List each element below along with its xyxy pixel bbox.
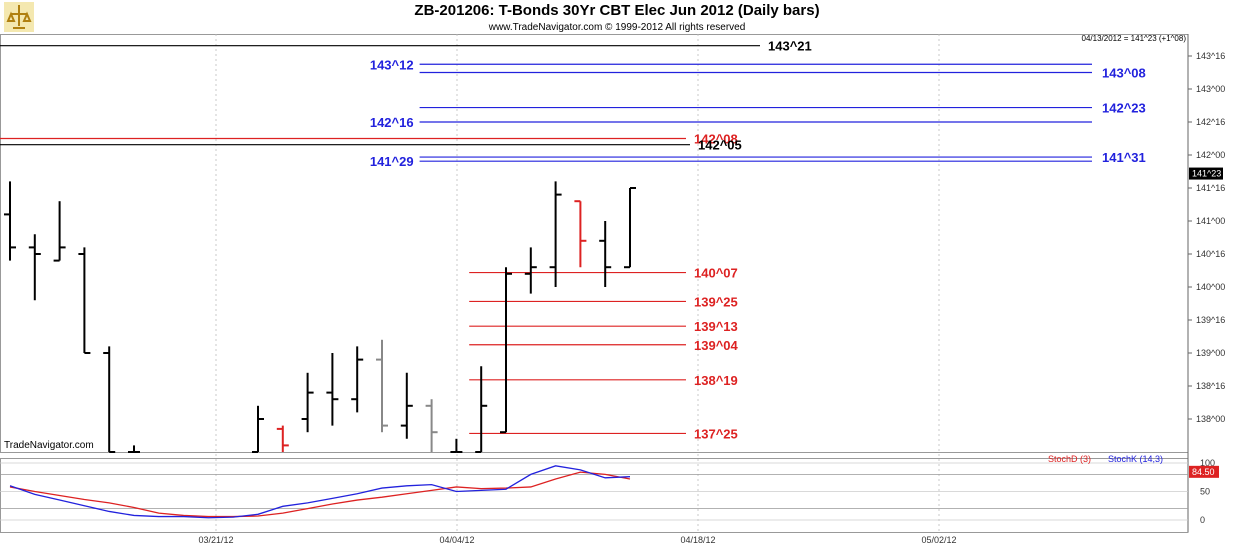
ohlc-bar <box>425 399 438 452</box>
osc-legend-label: StochD (3) <box>1048 454 1091 464</box>
osc-legend-label: StochK (14,3) <box>1108 454 1163 464</box>
ohlc-bar <box>326 353 339 426</box>
level-label-140-07: 140^07 <box>694 266 738 281</box>
ohlc-bar <box>103 346 116 453</box>
ohlc-bar <box>624 187 636 269</box>
price-tick-label: 140^16 <box>1196 249 1225 259</box>
level-label-142-05: 142^05 <box>698 138 742 153</box>
price-tick-label: 141^16 <box>1196 183 1225 193</box>
level-label-142-23: 142^23 <box>1102 101 1146 116</box>
level-label-137-25: 137^25 <box>694 426 738 441</box>
ohlc-bar <box>549 181 562 287</box>
ohlc-bar <box>28 234 41 301</box>
chart-subtitle: www.TradeNavigator.com © 1999-2012 All r… <box>488 22 746 33</box>
level-label-141-31: 141^31 <box>1102 150 1146 165</box>
level-label-142-08: 142^08 <box>694 132 738 147</box>
ohlc-bar <box>4 181 16 261</box>
ohlc-bar <box>351 346 364 413</box>
brand-watermark: TradeNavigator.com <box>4 440 94 451</box>
price-tick-label: 141^00 <box>1196 216 1225 226</box>
price-tick-label: 142^16 <box>1196 117 1225 127</box>
level-label-143-12: 143^12 <box>370 57 414 72</box>
price-tick-label: 142^00 <box>1196 150 1225 160</box>
ohlc-bar <box>276 425 289 452</box>
price-panel-frame <box>0 34 1189 453</box>
level-label-143-08: 143^08 <box>1102 66 1146 81</box>
osc-value-label: 84.50 <box>1192 467 1215 477</box>
price-tick-label: 138^16 <box>1196 381 1225 391</box>
date-tick-label: 03/21/12 <box>198 535 233 545</box>
osc-tick-label: 100 <box>1200 458 1215 468</box>
quote-info: 04/13/2012 = 141^23 (+1^08) <box>1081 34 1186 43</box>
chart-title: ZB-201206: T-Bonds 30Yr CBT Elec Jun 201… <box>414 2 820 19</box>
date-tick-label: 04/04/12 <box>439 535 474 545</box>
oscillator-panel-frame <box>0 458 1189 533</box>
ohlc-bar <box>78 247 91 354</box>
tradenavigator-logo-icon <box>4 2 34 32</box>
ohlc-bar <box>376 339 388 433</box>
level-label-141-29: 141^29 <box>370 154 414 169</box>
osc-value-badge <box>1189 465 1219 478</box>
osc-series-line <box>9 465 631 519</box>
level-label-139-25: 139^25 <box>694 294 738 309</box>
price-tick-label: 143^00 <box>1196 84 1225 94</box>
ohlc-bar <box>301 372 314 433</box>
level-label-143-21: 143^21 <box>768 39 812 54</box>
price-tick-label: 143^16 <box>1196 51 1225 61</box>
ohlc-bar <box>252 405 264 453</box>
osc-series-line <box>9 471 631 518</box>
price-tick-label: 139^00 <box>1196 348 1225 358</box>
osc-tick-label: 50 <box>1200 487 1210 497</box>
ohlc-bar <box>450 438 463 453</box>
price-tick-label: 140^00 <box>1196 282 1225 292</box>
price-tick-label: 138^00 <box>1196 414 1225 424</box>
ohlc-bar <box>128 445 140 453</box>
ohlc-bar <box>599 221 612 287</box>
level-label-138-19: 138^19 <box>694 373 738 388</box>
last-price-badge <box>1189 167 1223 180</box>
ohlc-bar <box>53 201 66 262</box>
ohlc-bar <box>500 267 512 434</box>
level-label-142-16: 142^16 <box>370 115 414 130</box>
level-label-139-04: 139^04 <box>694 338 739 353</box>
osc-tick-label: 0 <box>1200 515 1205 525</box>
ohlc-bar <box>574 200 587 268</box>
level-label-139-13: 139^13 <box>694 319 738 334</box>
price-tick-label: 139^16 <box>1196 315 1225 325</box>
ohlc-bar <box>524 247 537 294</box>
date-tick-label: 04/18/12 <box>680 535 715 545</box>
date-tick-label: 05/02/12 <box>921 535 956 545</box>
ohlc-bar <box>475 366 488 453</box>
last-price-label: 141^23 <box>1192 169 1221 179</box>
ohlc-bar <box>400 372 413 439</box>
